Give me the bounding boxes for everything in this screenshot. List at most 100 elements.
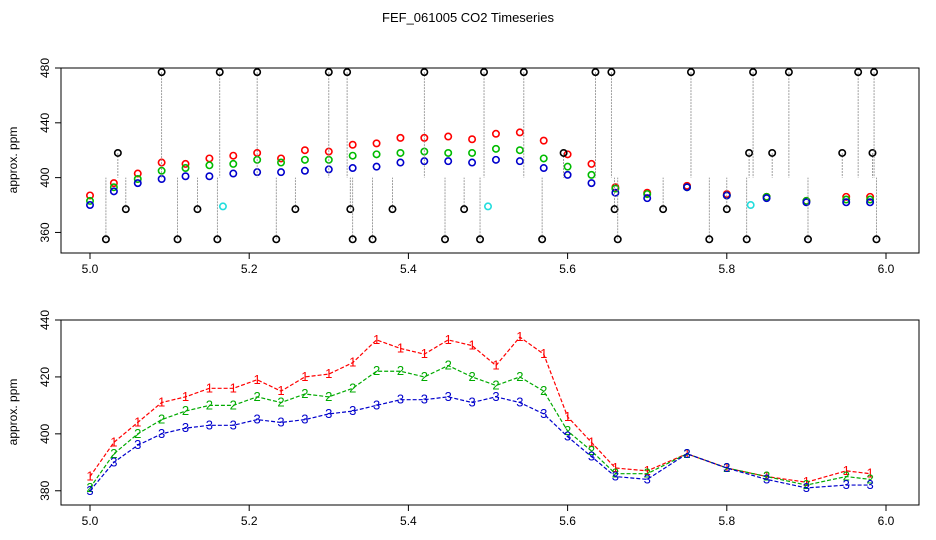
data-point (86, 196, 95, 205)
data-point (745, 148, 754, 157)
series-point-symbol: 2 (516, 369, 523, 384)
data-point (587, 170, 596, 179)
data-point (109, 183, 118, 192)
series-point-symbol: 2 (763, 469, 770, 484)
data-point (277, 168, 286, 177)
data-point (291, 205, 300, 214)
series-point-symbol: 1 (683, 446, 690, 461)
x-tick-label: 5.4 (400, 514, 417, 528)
data-point (181, 172, 190, 181)
data-point (109, 187, 118, 196)
series-point-symbol: 1 (182, 389, 189, 404)
data-point (868, 148, 877, 157)
data-point (441, 235, 450, 244)
data-point (539, 136, 548, 145)
series-point-symbol: 3 (182, 420, 189, 435)
top-plot-frame (60, 67, 920, 254)
data-point (444, 132, 453, 141)
data-point (802, 198, 811, 207)
data-point (300, 155, 309, 164)
data-point (157, 166, 166, 175)
data-point (515, 128, 524, 137)
series-point-symbol: 2 (612, 466, 619, 481)
series-point-symbol: 3 (86, 483, 93, 498)
data-point (205, 154, 214, 163)
data-point (193, 205, 202, 214)
series-point-symbol: 3 (564, 429, 571, 444)
data-point (388, 205, 397, 214)
series-point-symbol: 3 (349, 403, 356, 418)
series-point-symbol: 1 (134, 414, 141, 429)
series-line (89, 364, 871, 489)
series-point-symbol: 1 (421, 346, 428, 361)
data-point (396, 158, 405, 167)
data-point (324, 68, 333, 77)
data-point (468, 158, 477, 167)
series-point-symbol: 1 (803, 474, 810, 489)
data-point (563, 150, 572, 159)
x-tick-label: 5.8 (718, 262, 735, 276)
top-y-axis-label: approx. ppm (6, 127, 20, 194)
series-4 (101, 68, 881, 244)
series-point-symbol: 1 (373, 332, 380, 347)
data-point (491, 129, 500, 138)
data-point (113, 148, 122, 157)
data-point (215, 68, 224, 77)
series-point-symbol: 1 (206, 380, 213, 395)
data-point (229, 159, 238, 168)
series-point-symbol: 2 (397, 363, 404, 378)
series-point-symbol: 2 (254, 389, 261, 404)
y-tick-label: 420 (38, 367, 52, 387)
data-point (870, 68, 879, 77)
series-point-symbol: 1 (540, 346, 547, 361)
data-point (444, 157, 453, 166)
top-panel: 5.0 5.2 5.4 5.6 5.8 6.0 360 400 440 480 approx. p… (6, 58, 920, 276)
series-point-symbol: 3 (277, 414, 284, 429)
series-point-symbol: 2 (206, 397, 213, 412)
data-point (476, 235, 485, 244)
data-point (121, 205, 130, 214)
series-point-symbol: 2 (86, 480, 93, 495)
data-point (480, 68, 489, 77)
data-point (468, 148, 477, 157)
x-tick-label: 5.2 (241, 262, 258, 276)
data-point (515, 146, 524, 155)
y-tick-label: 440 (38, 112, 52, 132)
x-tick-label: 6.0 (878, 262, 895, 276)
series-point-symbol: 3 (612, 469, 619, 484)
series-point-symbol: 1 (612, 460, 619, 475)
series-point-symbol: 1 (763, 469, 770, 484)
series-point-symbol: 1 (230, 380, 237, 395)
top-axes: 5.0 5.2 5.4 5.6 5.8 6.0 360 400 440 480 (38, 58, 895, 276)
series-point-symbol: 1 (397, 340, 404, 355)
series-point-symbol: 3 (588, 449, 595, 464)
series-point-symbol: 1 (254, 372, 261, 387)
data-point (559, 148, 568, 157)
series-point-symbol: 2 (564, 423, 571, 438)
data-point (348, 235, 357, 244)
data-point (762, 194, 771, 203)
data-point (277, 158, 286, 167)
series-point-symbol: 3 (301, 412, 308, 427)
series-5 (218, 201, 755, 211)
series-point-symbol: 2 (644, 466, 651, 481)
data-point (611, 188, 620, 197)
series-point-symbol: 3 (843, 477, 850, 492)
data-point (368, 235, 377, 244)
data-point (300, 166, 309, 175)
data-point (515, 157, 524, 166)
series-point-symbol: 1 (110, 434, 117, 449)
series-point-symbol: 1 (588, 434, 595, 449)
series-point-symbol: 1 (325, 366, 332, 381)
data-point (866, 198, 875, 207)
data-point (611, 184, 620, 193)
data-point (491, 144, 500, 153)
data-point (686, 68, 695, 77)
series-point-symbol: 3 (540, 406, 547, 421)
series-point-symbol: 2 (843, 469, 850, 484)
data-point (468, 135, 477, 144)
data-point (372, 150, 381, 159)
series-point-symbol: 3 (421, 392, 428, 407)
